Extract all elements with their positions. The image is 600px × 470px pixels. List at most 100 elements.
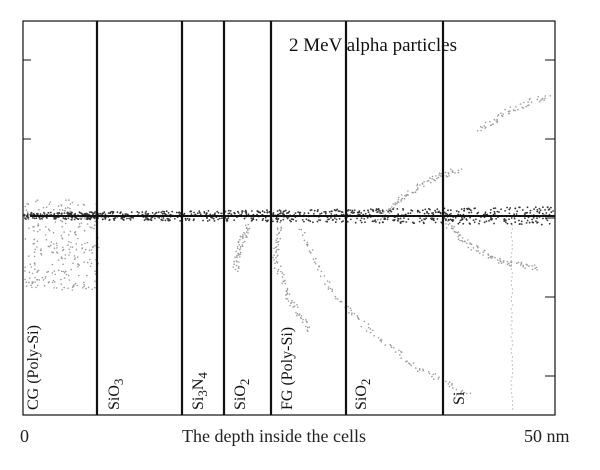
- scatter-dot: [392, 219, 394, 222]
- scatter-dot: [377, 218, 379, 221]
- scatter-dot: [497, 114, 500, 116]
- scatter-dot: [454, 172, 456, 174]
- scatter-dot: [423, 222, 425, 225]
- scatter-dot: [39, 213, 42, 216]
- scatter-dot: [63, 272, 66, 274]
- scatter-dot: [371, 329, 374, 332]
- scatter-dot: [437, 176, 440, 179]
- scatter-dot: [37, 269, 40, 272]
- scatter-dot: [158, 217, 161, 219]
- x-axis-title: The depth inside the cells: [182, 426, 366, 446]
- scatter-dot: [422, 369, 425, 372]
- scatter-dot: [411, 191, 414, 194]
- scatter-dot: [217, 218, 220, 221]
- scatter-dot: [286, 212, 288, 215]
- scatter-dot: [241, 210, 244, 213]
- plot-frame: [22, 20, 556, 416]
- scatter-dot: [389, 209, 391, 212]
- scatter-dot: [67, 244, 69, 246]
- scatter-dot: [98, 246, 100, 249]
- scatter-dot: [535, 220, 537, 223]
- scatter-dot: [487, 254, 490, 256]
- scatter-dot: [501, 115, 504, 118]
- scatter-dot: [436, 208, 439, 211]
- scatter-dot: [62, 263, 64, 266]
- scatter-dot: [543, 99, 545, 101]
- scatter-dot: [323, 211, 326, 213]
- scatter-dot: [544, 209, 546, 211]
- scatter-dot: [291, 301, 293, 304]
- scatter-dot: [61, 225, 63, 228]
- scatter-dot: [275, 250, 278, 252]
- scatter-dot: [235, 260, 238, 262]
- scatter-dot: [515, 106, 517, 108]
- scatter-dot: [339, 300, 342, 303]
- scatter-dot: [335, 298, 337, 300]
- scatter-dot: [349, 307, 352, 309]
- scatter-dot: [483, 249, 486, 252]
- scatter-dot: [369, 331, 372, 334]
- scatter-dot: [509, 110, 511, 112]
- scatter-dot: [490, 216, 492, 219]
- scatter-dot: [300, 315, 303, 317]
- scatter-dot: [433, 378, 435, 380]
- scatter-dot: [427, 371, 430, 373]
- scatter-dot: [78, 264, 80, 267]
- scatter-dot: [351, 210, 354, 213]
- scatter-dot: [510, 261, 513, 264]
- scatter-dot: [304, 231, 306, 234]
- scatter-dot: [490, 124, 493, 126]
- scatter-dot: [316, 210, 319, 213]
- scatter-dot: [67, 217, 70, 220]
- scatter-dot: [162, 219, 164, 222]
- scatter-dot: [511, 252, 513, 254]
- scatter-dot: [301, 321, 304, 324]
- scatter-dot: [511, 260, 513, 262]
- scatter-dot: [165, 210, 168, 213]
- scatter-dot: [510, 268, 512, 270]
- scatter-dot: [309, 220, 312, 223]
- scatter-dot: [511, 276, 513, 278]
- scatter-dot: [407, 218, 410, 221]
- scatter-dot: [243, 231, 245, 234]
- scatter-dot: [238, 267, 240, 270]
- scatter-dot: [73, 218, 76, 221]
- scatter-dot: [356, 315, 359, 317]
- scatter-dot: [238, 254, 240, 256]
- scatter-dot: [511, 356, 514, 358]
- scatter-dot: [94, 211, 96, 214]
- scatter-dot: [30, 212, 33, 214]
- scatter-dot: [44, 276, 47, 278]
- scatter-dot: [376, 208, 379, 211]
- scatter-dot: [544, 95, 546, 97]
- scatter-dot: [510, 217, 513, 219]
- scatter-dot: [448, 385, 451, 388]
- scatter-dot: [520, 223, 523, 226]
- scatter-dot: [28, 271, 31, 274]
- scatter-dot: [296, 312, 299, 315]
- scatter-dot: [273, 254, 276, 256]
- scatter-dot: [77, 263, 79, 265]
- scatter-dot: [31, 282, 34, 285]
- scatter-dot: [54, 221, 57, 223]
- scatter-dot: [276, 272, 279, 275]
- scatter-dot: [196, 212, 199, 215]
- scatter-dot: [121, 213, 124, 216]
- scatter-dot: [83, 229, 86, 232]
- scatter-dot: [520, 262, 523, 265]
- scatter-dot: [396, 202, 398, 205]
- scatter-dot: [360, 325, 363, 328]
- scatter-dot: [279, 265, 282, 268]
- scatter-dot: [65, 199, 67, 201]
- scatter-dot: [276, 220, 279, 223]
- scatter-dot: [236, 254, 238, 257]
- scatter-dot: [360, 221, 363, 224]
- scatter-dot: [312, 258, 315, 261]
- scatter-dot: [511, 244, 513, 246]
- scatter-dot: [74, 257, 76, 259]
- scatter-dot: [511, 248, 513, 250]
- scatter-dot: [397, 219, 399, 222]
- scatter-dot: [510, 308, 512, 310]
- scatter-dot: [470, 211, 473, 214]
- scatter-dot: [460, 392, 462, 394]
